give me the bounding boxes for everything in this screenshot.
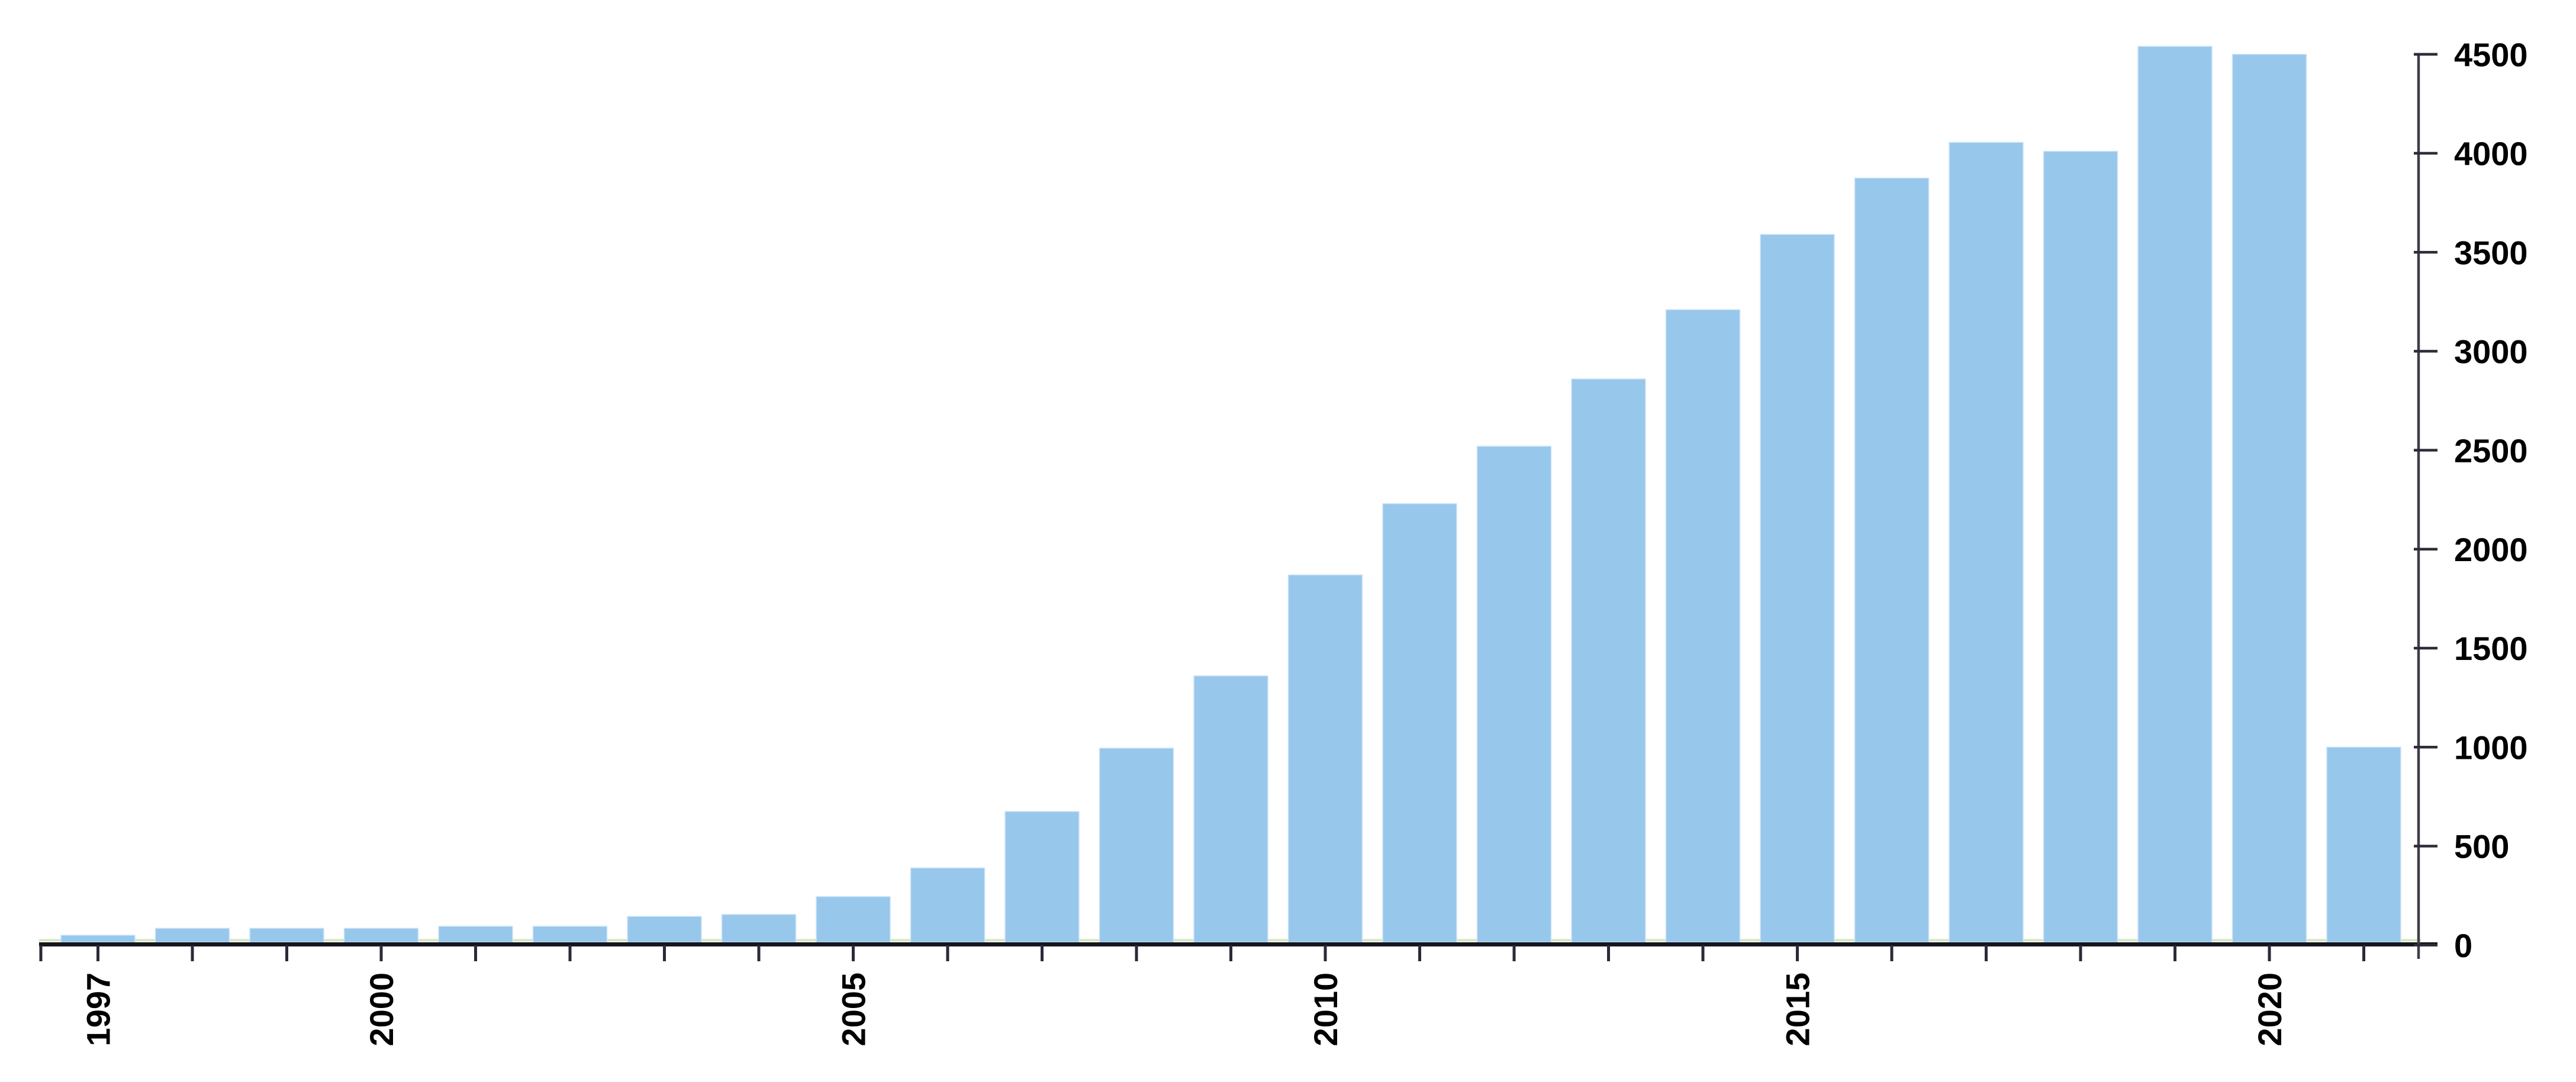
y-tick-label-500: 500 (2454, 828, 2509, 865)
x-tick-2016 (1890, 945, 1894, 961)
x-tick-1999 (285, 945, 288, 961)
bar-2009 (1193, 675, 1268, 943)
x-axis-left-cap-tick (39, 945, 43, 961)
y-tick-label-0: 0 (2454, 927, 2472, 964)
bar-2004 (721, 914, 797, 943)
bar-2010 (1287, 574, 1363, 943)
y-tick-4500 (2414, 53, 2437, 56)
x-tick-2010 (1324, 945, 1327, 961)
bar-2021 (2326, 746, 2401, 943)
x-tick-2003 (663, 945, 666, 961)
bar-2005 (816, 896, 891, 943)
x-tick-1998 (191, 945, 194, 961)
bar-2020 (2232, 53, 2307, 943)
x-tick-2019 (2174, 945, 2176, 961)
x-tick-2000 (379, 945, 383, 961)
y-tick-label-2000: 2000 (2454, 531, 2528, 568)
bar-2008 (1099, 748, 1174, 943)
y-tick-3500 (2414, 250, 2437, 254)
bar-2011 (1382, 503, 1457, 943)
y-tick-label-4000: 4000 (2454, 135, 2528, 172)
bar-2013 (1571, 378, 1646, 943)
bar-1999 (249, 928, 324, 943)
x-tick-2013 (1607, 945, 1610, 961)
x-label-2010: 2010 (1307, 972, 1344, 1046)
x-tick-2011 (1418, 945, 1421, 961)
x-tick-1997 (96, 945, 99, 961)
y-tick-1000 (2414, 746, 2437, 749)
x-label-2005: 2005 (835, 972, 872, 1046)
y-axis-line (2417, 54, 2420, 959)
bar-2007 (1004, 811, 1080, 943)
bar-2018 (2043, 150, 2118, 943)
x-tick-2004 (757, 945, 761, 961)
x-tick-2017 (1985, 945, 1988, 961)
bar-2015 (1760, 234, 1835, 943)
y-tick-2500 (2414, 449, 2437, 452)
y-tick-label-1000: 1000 (2454, 729, 2528, 766)
bar-2001 (438, 926, 513, 943)
x-axis-line (39, 942, 2437, 946)
bar-2000 (343, 928, 419, 943)
x-tick-2015 (1796, 945, 1799, 961)
bar-2017 (1949, 141, 2024, 943)
bar-2016 (1854, 177, 1930, 943)
bar-2012 (1476, 446, 1552, 943)
x-tick-2007 (1041, 945, 1044, 961)
y-tick-label-1500: 1500 (2454, 630, 2528, 667)
x-tick-2002 (568, 945, 572, 961)
y-tick-label-3000: 3000 (2454, 333, 2528, 371)
y-tick-500 (2414, 845, 2437, 848)
bar-2003 (627, 916, 702, 943)
x-label-2000: 2000 (363, 972, 400, 1046)
x-tick-2009 (1229, 945, 1232, 961)
bar-1997 (60, 935, 136, 943)
x-tick-2006 (946, 945, 949, 961)
y-tick-label-4500: 4500 (2454, 36, 2528, 73)
x-tick-2014 (1701, 945, 1705, 961)
bar-2006 (910, 867, 986, 943)
x-tick-2012 (1512, 945, 1516, 961)
y-tick-3000 (2414, 350, 2437, 353)
y-tick-label-3500: 3500 (2454, 234, 2528, 271)
x-tick-2021 (2362, 945, 2365, 961)
x-label-1997: 1997 (80, 972, 117, 1046)
y-tick-0 (2414, 943, 2437, 946)
bar-2019 (2137, 46, 2213, 943)
x-tick-2020 (2268, 945, 2271, 961)
x-label-2015: 2015 (1779, 972, 1817, 1046)
x-tick-2005 (852, 945, 855, 961)
y-tick-1500 (2414, 646, 2437, 650)
x-tick-2008 (1135, 945, 1138, 961)
bar-2002 (532, 926, 608, 943)
y-tick-2000 (2414, 548, 2437, 551)
bar-1998 (154, 928, 230, 943)
y-tick-4000 (2414, 152, 2437, 155)
x-tick-2001 (474, 945, 477, 961)
y-tick-label-2500: 2500 (2454, 432, 2528, 469)
x-label-2020: 2020 (2251, 972, 2288, 1046)
x-tick-2018 (2079, 945, 2082, 961)
bar-2014 (1665, 309, 1741, 943)
